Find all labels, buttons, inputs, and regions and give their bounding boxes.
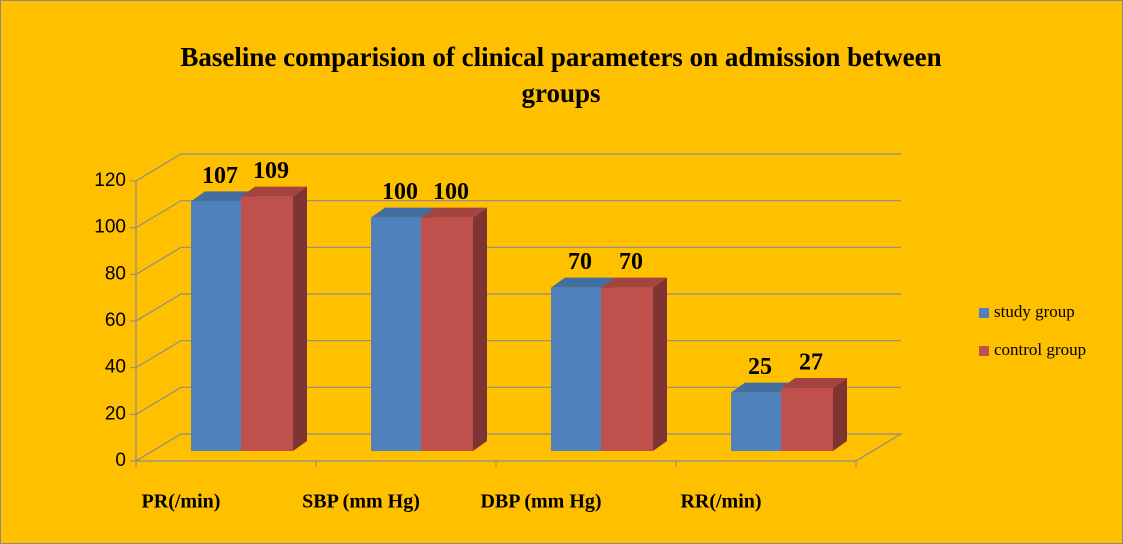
value-label: 25	[748, 354, 772, 380]
value-label: 109	[253, 158, 289, 184]
x-tick-label: RR(/min)	[680, 491, 761, 513]
y-tick-label: 0	[115, 450, 126, 471]
bar-top	[731, 382, 795, 393]
legend-label: study group	[994, 302, 1075, 321]
bar	[421, 217, 473, 451]
legend-label: control group	[994, 340, 1086, 359]
bar-side	[473, 207, 487, 451]
bar	[601, 287, 653, 451]
grid-line	[135, 153, 901, 182]
value-label: 100	[433, 179, 469, 205]
bar-top	[781, 378, 847, 388]
bar-side	[293, 186, 307, 451]
bar	[371, 217, 421, 451]
bar-top	[191, 191, 255, 202]
bar	[551, 287, 601, 451]
bar	[781, 388, 833, 451]
legend-swatch	[979, 346, 989, 356]
bar-top	[421, 207, 487, 218]
bar-side	[833, 378, 847, 451]
bar	[191, 201, 241, 451]
x-tick-label: PR(/min)	[142, 491, 221, 513]
bar	[731, 392, 781, 451]
value-label: 27	[799, 350, 823, 376]
bar-top	[371, 207, 435, 218]
chart-title: Baseline comparision of clinical paramet…	[180, 42, 942, 108]
value-label: 100	[382, 179, 418, 205]
y-tick-label: 80	[105, 263, 126, 284]
value-label: 107	[202, 163, 238, 189]
x-tick-label: SBP (mm Hg)	[302, 491, 420, 513]
bar	[241, 196, 293, 451]
bar-top	[241, 186, 307, 197]
y-tick-label: 100	[94, 217, 126, 238]
y-tick-label: 60	[105, 310, 126, 331]
grid-line	[135, 200, 901, 229]
x-tick-label: DBP (mm Hg)	[480, 491, 601, 513]
y-tick-label: 40	[105, 357, 126, 378]
bar-top	[551, 277, 615, 288]
floor	[133, 433, 904, 462]
value-label: 70	[619, 249, 643, 275]
bar-side	[653, 277, 667, 451]
y-tick-label: 20	[105, 403, 126, 424]
y-tick-label: 120	[94, 170, 126, 191]
legend-swatch	[979, 308, 989, 318]
value-label: 70	[568, 249, 592, 275]
bar-top	[601, 277, 667, 288]
grid-line	[135, 246, 901, 275]
